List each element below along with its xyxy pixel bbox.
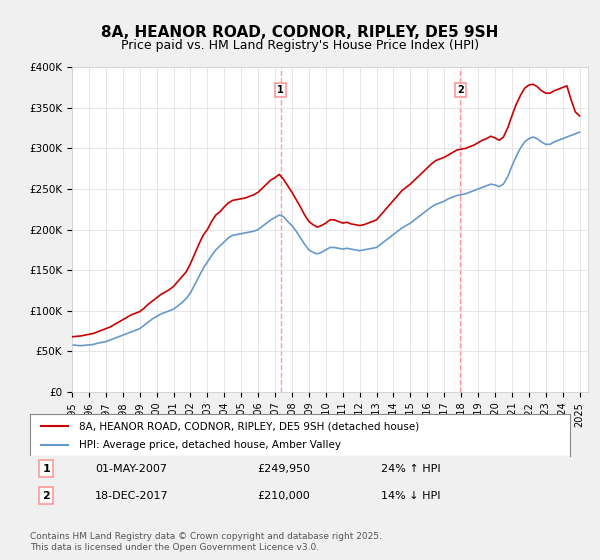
Text: 18-DEC-2017: 18-DEC-2017 [95, 491, 169, 501]
Text: £210,000: £210,000 [257, 491, 310, 501]
Text: 14% ↓ HPI: 14% ↓ HPI [381, 491, 440, 501]
Text: 1: 1 [277, 85, 284, 95]
Text: 1: 1 [43, 464, 50, 474]
Text: Contains HM Land Registry data © Crown copyright and database right 2025.
This d: Contains HM Land Registry data © Crown c… [30, 532, 382, 552]
Text: 24% ↑ HPI: 24% ↑ HPI [381, 464, 440, 474]
Text: 8A, HEANOR ROAD, CODNOR, RIPLEY, DE5 9SH (detached house): 8A, HEANOR ROAD, CODNOR, RIPLEY, DE5 9SH… [79, 421, 419, 431]
Text: 2: 2 [457, 85, 464, 95]
Text: 2: 2 [43, 491, 50, 501]
Text: £249,950: £249,950 [257, 464, 310, 474]
Text: 01-MAY-2007: 01-MAY-2007 [95, 464, 167, 474]
Text: HPI: Average price, detached house, Amber Valley: HPI: Average price, detached house, Ambe… [79, 440, 341, 450]
Text: 8A, HEANOR ROAD, CODNOR, RIPLEY, DE5 9SH: 8A, HEANOR ROAD, CODNOR, RIPLEY, DE5 9SH [101, 25, 499, 40]
Text: Price paid vs. HM Land Registry's House Price Index (HPI): Price paid vs. HM Land Registry's House … [121, 39, 479, 52]
